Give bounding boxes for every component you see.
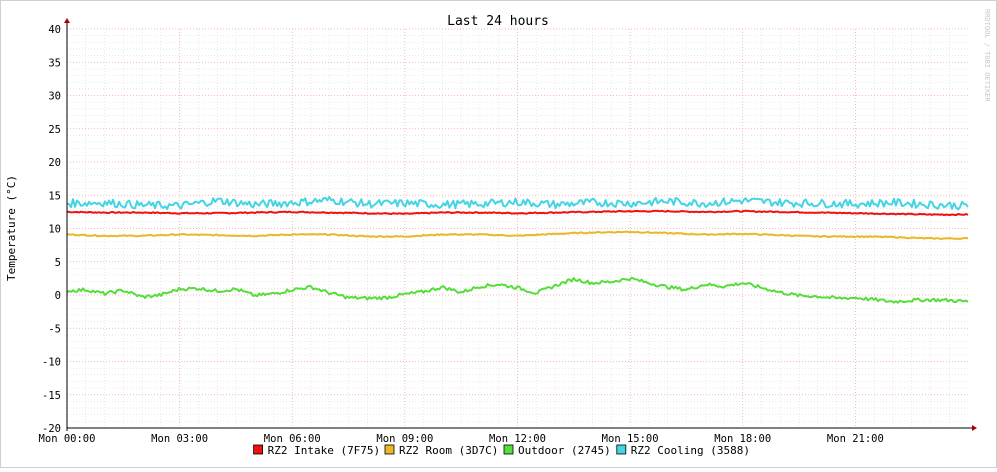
- y-tick-label: 35: [48, 57, 61, 69]
- chart-title: Last 24 hours: [447, 14, 549, 29]
- legend: RZ2 Intake (7F75) RZ2 Room (3D7C) Outdoor …: [253, 444, 750, 457]
- legend-label: Outdoor (2745): [518, 444, 611, 457]
- legend-swatch: [384, 444, 395, 455]
- legend-label: RZ2 Intake (7F75): [268, 444, 381, 457]
- x-tick-label: Mon 09:00: [376, 433, 433, 445]
- legend-swatch: [616, 444, 627, 455]
- y-tick-label: -5: [48, 323, 61, 335]
- series-line: [66, 230, 969, 240]
- y-tick-label: -10: [42, 357, 61, 369]
- y-tick-label: 5: [55, 257, 61, 269]
- series-line: [66, 196, 969, 211]
- y-tick-label: 40: [48, 24, 61, 36]
- y-tick-label: 10: [48, 224, 61, 236]
- y-tick-label: 0: [55, 290, 61, 302]
- y-axis-arrow: [64, 18, 70, 23]
- x-tick-label: Mon 15:00: [602, 433, 659, 445]
- x-tick-label: Mon 03:00: [151, 433, 208, 445]
- legend-label: RZ2 Room (3D7C): [399, 444, 498, 457]
- series-line: [66, 209, 969, 217]
- rrdtool-watermark: RRDTOOL / TOBI OETIKER: [983, 9, 991, 103]
- y-tick-label: 25: [48, 124, 61, 136]
- x-tick-label: Mon 06:00: [264, 433, 321, 445]
- legend-label: RZ2 Cooling (3588): [631, 444, 750, 457]
- y-tick-label: 30: [48, 91, 61, 103]
- x-tick-label: Mon 18:00: [714, 433, 771, 445]
- x-tick-label: Mon 21:00: [827, 433, 884, 445]
- x-tick-label: Mon 12:00: [489, 433, 546, 445]
- y-tick-label: 20: [48, 157, 61, 169]
- y-tick-label: -20: [42, 423, 61, 435]
- x-tick-label: Mon 00:00: [39, 433, 96, 445]
- y-axis-label: Temperature (°C): [5, 175, 18, 281]
- x-axis-arrow: [972, 425, 977, 431]
- legend-swatch: [503, 444, 514, 455]
- y-tick-label: -15: [42, 390, 61, 402]
- legend-swatch: [253, 444, 264, 455]
- series-line: [66, 276, 969, 304]
- y-tick-label: 15: [48, 190, 61, 202]
